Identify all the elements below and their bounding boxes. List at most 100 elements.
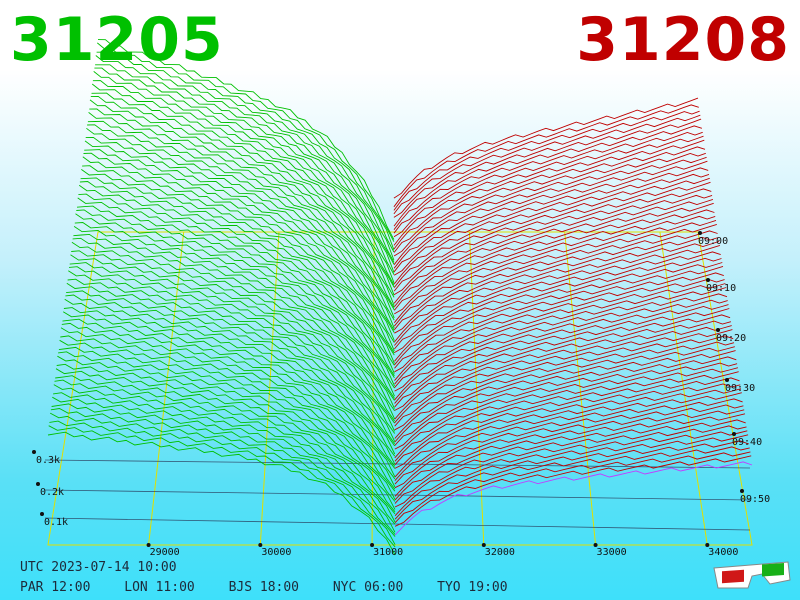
bid-depth-line xyxy=(73,226,395,389)
ask-depth-line xyxy=(394,409,745,485)
bid-depth-line xyxy=(71,241,395,401)
bid-depth-line xyxy=(94,67,395,263)
bid-depth-line xyxy=(62,318,396,465)
ask-depth-line xyxy=(394,341,735,423)
bid-depth-line xyxy=(61,322,396,467)
ask-depth-line xyxy=(393,219,717,311)
ask-depth-line xyxy=(394,430,748,504)
bid-depth-line xyxy=(67,278,396,432)
x-tick-label: 32000 xyxy=(485,547,515,558)
bid-depth-line xyxy=(75,213,395,379)
floor-outline xyxy=(47,231,753,546)
ask-depth-line xyxy=(394,413,746,489)
bid-depth-line xyxy=(53,392,396,523)
ask-depth-line xyxy=(393,156,707,253)
bid-depth-line xyxy=(91,83,395,275)
ask-depth-line xyxy=(393,104,699,208)
ask-depth-line xyxy=(394,398,743,478)
3d-glasses-icon[interactable] xyxy=(712,560,792,590)
bid-depth-line xyxy=(58,351,396,490)
ask-depth-line xyxy=(394,329,733,411)
bid-depth-line xyxy=(81,169,395,343)
ask-depth-line xyxy=(394,257,722,346)
bid-depth-line xyxy=(88,112,395,298)
ask-depth-line xyxy=(393,173,710,269)
bid-depth-line xyxy=(71,250,395,409)
x-tick-marker xyxy=(146,543,151,547)
ask-depth-line xyxy=(394,356,737,439)
ask-depth-line xyxy=(394,419,746,497)
bid-depth-line xyxy=(68,270,395,424)
x-tick-marker xyxy=(705,543,710,547)
ask-depth-line xyxy=(393,198,714,292)
bid-depth-line xyxy=(89,99,395,288)
ask-depth-line xyxy=(393,215,716,308)
bid-depth-line xyxy=(83,152,395,331)
ask-depth-line xyxy=(393,202,714,295)
time-tick-marker xyxy=(698,231,702,235)
volume-tick-label: 0.1k xyxy=(44,517,68,528)
ask-depth-line xyxy=(393,110,700,211)
depth-level-line xyxy=(44,517,751,531)
bid-depth-line xyxy=(66,282,396,434)
bid-depth-line xyxy=(93,71,395,265)
bid-depth-line xyxy=(60,335,396,477)
ask-depth-line xyxy=(393,209,715,304)
price-gridline xyxy=(371,231,375,546)
bid-depth-line xyxy=(92,80,395,273)
bid-depth-line xyxy=(84,140,395,321)
bid-depth-line xyxy=(79,181,395,354)
ask-depth-line xyxy=(394,304,729,388)
bid-depth-line xyxy=(78,184,395,356)
time-tick-marker xyxy=(732,432,736,436)
ask-depth-line xyxy=(394,404,744,481)
x-tick-marker xyxy=(370,543,375,547)
time-tick-label: 09:50 xyxy=(740,494,770,505)
bid-depth-line xyxy=(66,290,396,442)
time-tick-marker xyxy=(706,278,710,282)
ask-depth-line xyxy=(394,262,723,350)
bid-depth-line xyxy=(70,254,395,412)
time-tick-marker xyxy=(740,489,744,493)
bid-depth-line xyxy=(63,307,396,455)
ask-depth-line xyxy=(393,230,718,323)
ask-depth-line xyxy=(393,177,710,273)
tz-lon: LON 11:00 xyxy=(124,580,195,595)
bid-depth-line xyxy=(59,339,396,480)
ask-depth-line xyxy=(394,392,742,469)
volume-tick-marker xyxy=(40,512,44,516)
bid-depth-line xyxy=(55,368,396,502)
bid-depth-line xyxy=(57,355,396,492)
bid-depth-line xyxy=(73,233,395,397)
tz-nyc: NYC 06:00 xyxy=(332,580,404,595)
timezones: PAR 12:00 LON 11:00 BJS 18:00 NYC 06:00 … xyxy=(20,578,534,598)
bid-depth-line xyxy=(77,197,395,366)
bid-depth-line xyxy=(82,165,395,341)
ask-depth-line xyxy=(393,152,706,250)
ask-depth-line xyxy=(394,272,724,362)
price-gridline xyxy=(468,231,485,546)
time-tick-label: 09:30 xyxy=(725,383,755,394)
ask-depth-line xyxy=(394,377,740,459)
x-tick-label: 31000 xyxy=(373,547,403,558)
ask-depth-line xyxy=(394,287,727,373)
bid-depth-line xyxy=(76,209,395,376)
ask-depth-line xyxy=(394,240,720,330)
ask-depth-line xyxy=(394,451,751,524)
bid-depth-line xyxy=(87,124,395,308)
ask-depth-line xyxy=(393,236,719,327)
ask-depth-line xyxy=(394,223,717,315)
ask-depth-line xyxy=(394,446,750,520)
bid-depth-line xyxy=(96,51,395,251)
volume-tick-label: 0.2k xyxy=(40,487,64,498)
bid-depth-line xyxy=(68,266,395,422)
ask-depth-line xyxy=(394,367,739,446)
bid-depth-line xyxy=(60,327,396,469)
ask-depth-line xyxy=(394,383,741,462)
bid-depth-line xyxy=(85,136,395,319)
depth-level-line xyxy=(44,489,751,501)
ask-depth-line xyxy=(393,135,704,234)
ask-depth-line xyxy=(393,125,703,227)
x-tick-label: 29000 xyxy=(150,547,180,558)
ask-depth-line xyxy=(394,434,749,508)
